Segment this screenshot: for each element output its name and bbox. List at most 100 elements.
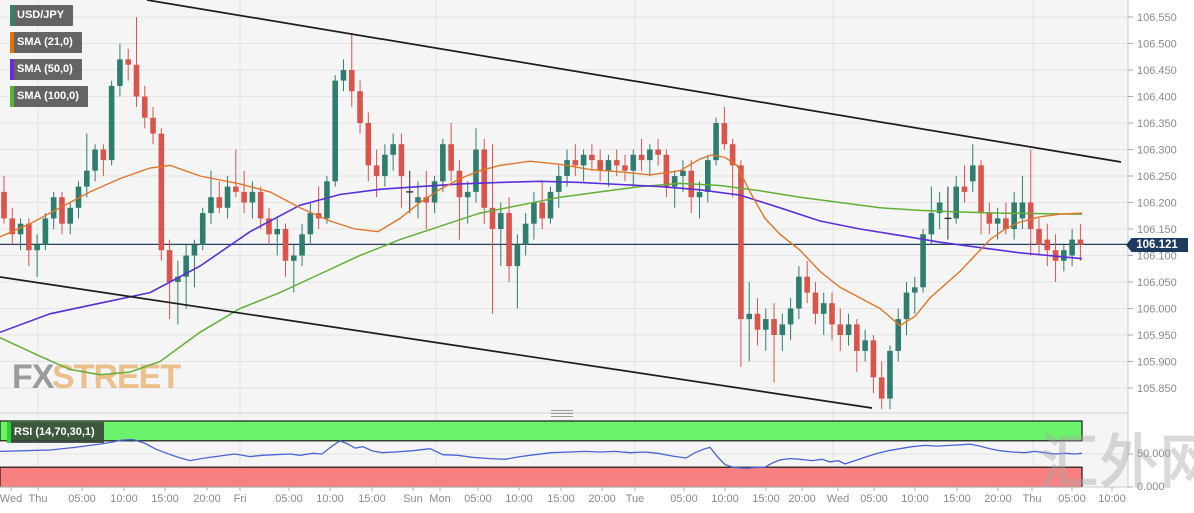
candle-body (870, 340, 877, 378)
candle-body (274, 229, 281, 235)
x-axis-label: 15:00 (943, 493, 971, 505)
x-axis-label: Thu (1023, 493, 1042, 505)
candle-body (224, 186, 231, 208)
candle-body (837, 324, 844, 335)
x-axis-label: Wed (0, 493, 22, 505)
candle-body (994, 218, 1001, 224)
candle-body (257, 191, 264, 219)
candle-body (423, 197, 430, 203)
candle-body (42, 218, 49, 245)
candle-body (671, 176, 678, 187)
legend-symbol[interactable]: USD/JPY (10, 5, 74, 26)
candle-body (67, 207, 74, 224)
x-axis-label: 05:00 (275, 493, 303, 505)
candle-body (1061, 250, 1067, 261)
candle-body (1019, 202, 1026, 219)
trendline-lower[interactable] (0, 276, 873, 409)
candle-body (680, 170, 686, 176)
candle-body (324, 181, 330, 219)
x-axis-label: Sun (403, 493, 423, 505)
x-axis-label: 15:00 (752, 493, 780, 505)
candle-body (249, 191, 256, 203)
pane-resize-handle[interactable] (551, 410, 573, 417)
candle-body (440, 144, 446, 182)
legend-sma21[interactable]: SMA (21,0) (10, 32, 82, 53)
x-axis-label: 20:00 (588, 493, 616, 505)
x-axis-label: Thu (29, 493, 48, 505)
x-axis-label: Tue (626, 493, 645, 505)
candle-body (887, 350, 893, 399)
sma100-color-swatch (10, 86, 14, 107)
y-axis-label: 106.100 (1137, 251, 1177, 263)
candle-body (762, 319, 769, 330)
candle-body (191, 244, 198, 256)
candle-body (133, 64, 140, 97)
candle-body (291, 255, 297, 261)
candle-body (605, 160, 612, 171)
trendline-upper[interactable] (146, 0, 1122, 163)
candle-body (854, 324, 860, 351)
candle-body (9, 218, 16, 235)
candle-body (473, 149, 479, 192)
candle-body (481, 149, 488, 208)
candle-body (804, 276, 810, 293)
candle-body (531, 202, 537, 224)
plot-background (0, 0, 1128, 487)
x-axis-label: 05:00 (1058, 493, 1086, 505)
y-axis-label: 106.050 (1137, 277, 1177, 289)
grid-layer (0, 0, 1128, 487)
candle-body (241, 191, 247, 203)
rsi-overbought-band (0, 420, 1083, 442)
x-axis-label: 10:00 (110, 493, 138, 505)
y-axis-label: 105.850 (1137, 383, 1177, 395)
candle-body (50, 197, 57, 219)
candle-body (1003, 218, 1009, 229)
sma50-line (0, 180, 1083, 334)
candle-body (1011, 202, 1017, 229)
symbol-label: USD/JPY (17, 9, 65, 21)
candle-body (903, 292, 910, 320)
fxstreet-watermark-fx: FX (12, 358, 55, 396)
sma100-label: SMA (100,0) (17, 90, 79, 102)
candle-body (705, 160, 711, 192)
legend-rsi[interactable]: RSI (14,70,30,1) (7, 422, 104, 443)
candle-body (348, 70, 355, 92)
candle-body (415, 197, 421, 203)
candle-body (663, 154, 670, 187)
candle-body (845, 324, 852, 335)
candle-body (1036, 229, 1042, 245)
candle-body (978, 165, 984, 214)
legend-sma50[interactable]: SMA (50,0) (10, 59, 82, 80)
x-axis-label: 20:00 (984, 493, 1012, 505)
candle-body (233, 186, 239, 192)
x-axis-label: 10:00 (901, 493, 929, 505)
candle-body (332, 80, 338, 182)
sma21-color-swatch (10, 32, 14, 53)
x-axis-label: 20:00 (788, 493, 816, 505)
candle-body (862, 340, 868, 351)
x-axis-label: 05:00 (464, 493, 492, 505)
candle-body (117, 59, 123, 86)
y-axis-label: 105.950 (1137, 330, 1177, 342)
candle-body (26, 223, 32, 251)
candle-body (1077, 239, 1084, 245)
legend-sma100[interactable]: SMA (100,0) (10, 86, 88, 107)
candle-body (216, 197, 223, 208)
candle-body (506, 213, 512, 267)
candle-body (787, 308, 794, 325)
sma21-label: SMA (21,0) (17, 36, 73, 48)
candle-body (34, 244, 40, 251)
y-axis-label: 106.550 (1137, 12, 1177, 24)
candle-body (514, 244, 521, 267)
candle-body (721, 123, 728, 145)
y-axis-label: 106.300 (1137, 145, 1177, 157)
candle-body (382, 154, 388, 176)
y-axis-label: 106.250 (1137, 171, 1177, 183)
sma50-color-swatch (10, 59, 14, 80)
sma50-label: SMA (50,0) (17, 63, 73, 75)
candle-body (1069, 239, 1075, 256)
candle-body (158, 133, 165, 251)
candle-body (969, 165, 976, 182)
